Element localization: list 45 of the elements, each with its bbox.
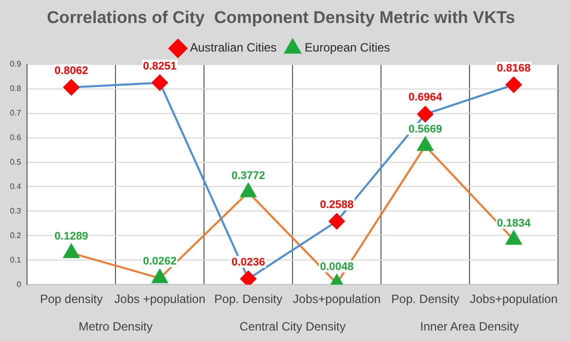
- x-tick-label: Jobs+population: [470, 292, 558, 306]
- data-label: 0.0236: [231, 256, 266, 268]
- x-tick-label: Jobs+population: [292, 292, 381, 306]
- y-tick-label: 0.9: [10, 60, 22, 69]
- point: [240, 183, 256, 198]
- point: [506, 230, 522, 245]
- y-tick-label: 0.5: [10, 157, 22, 166]
- point: [63, 244, 80, 258]
- data-label: 0.3772: [231, 170, 266, 182]
- data-label: 0.2588: [320, 198, 354, 211]
- point: [417, 136, 434, 151]
- legend-label: Australian Cities: [190, 40, 277, 55]
- x-tick-label: Jobs +population: [114, 292, 206, 306]
- legend-label: European Cities: [304, 40, 390, 55]
- x-tick-label: Pop. Density: [391, 292, 460, 306]
- data-label: 0.1289: [54, 230, 88, 243]
- y-tick-label: 0.4: [10, 182, 22, 191]
- y-tick-label: 0.1: [10, 255, 22, 264]
- text: Central City Density: [240, 319, 346, 334]
- y-tick-label: 0.6: [10, 133, 22, 142]
- text: Inner Area Density: [420, 319, 519, 334]
- data-label: 0.0048: [320, 260, 354, 273]
- y-tick-label: 0.7: [10, 108, 22, 118]
- data-label: 0.5669: [408, 123, 442, 136]
- point: [417, 106, 434, 122]
- y-tick-label: 0: [16, 280, 22, 289]
- point: [328, 213, 345, 230]
- point: [506, 76, 522, 93]
- x-tick-label: Pop density: [40, 292, 103, 306]
- point: [152, 269, 168, 284]
- point: [152, 74, 168, 91]
- data-label: 0.6964: [408, 92, 443, 104]
- data-label: 0.0262: [143, 256, 177, 268]
- data-label: 0.1834: [496, 217, 532, 230]
- data-label: 0.8062: [54, 64, 88, 77]
- x-tick-label: Pop. Density: [214, 292, 282, 306]
- y-tick-label: 0.2: [10, 230, 22, 240]
- y-tick-label: 0.8: [10, 84, 22, 94]
- point: [63, 79, 80, 96]
- data-label: 0.8251: [143, 60, 177, 72]
- point: [240, 270, 256, 285]
- y-tick-label: 0.3: [10, 206, 22, 216]
- data-label: 0.8168: [496, 62, 531, 74]
- chart-title: Correlations of City Component Density Metric with VKTs: [46, 8, 516, 27]
- text: Metro Density: [78, 319, 153, 334]
